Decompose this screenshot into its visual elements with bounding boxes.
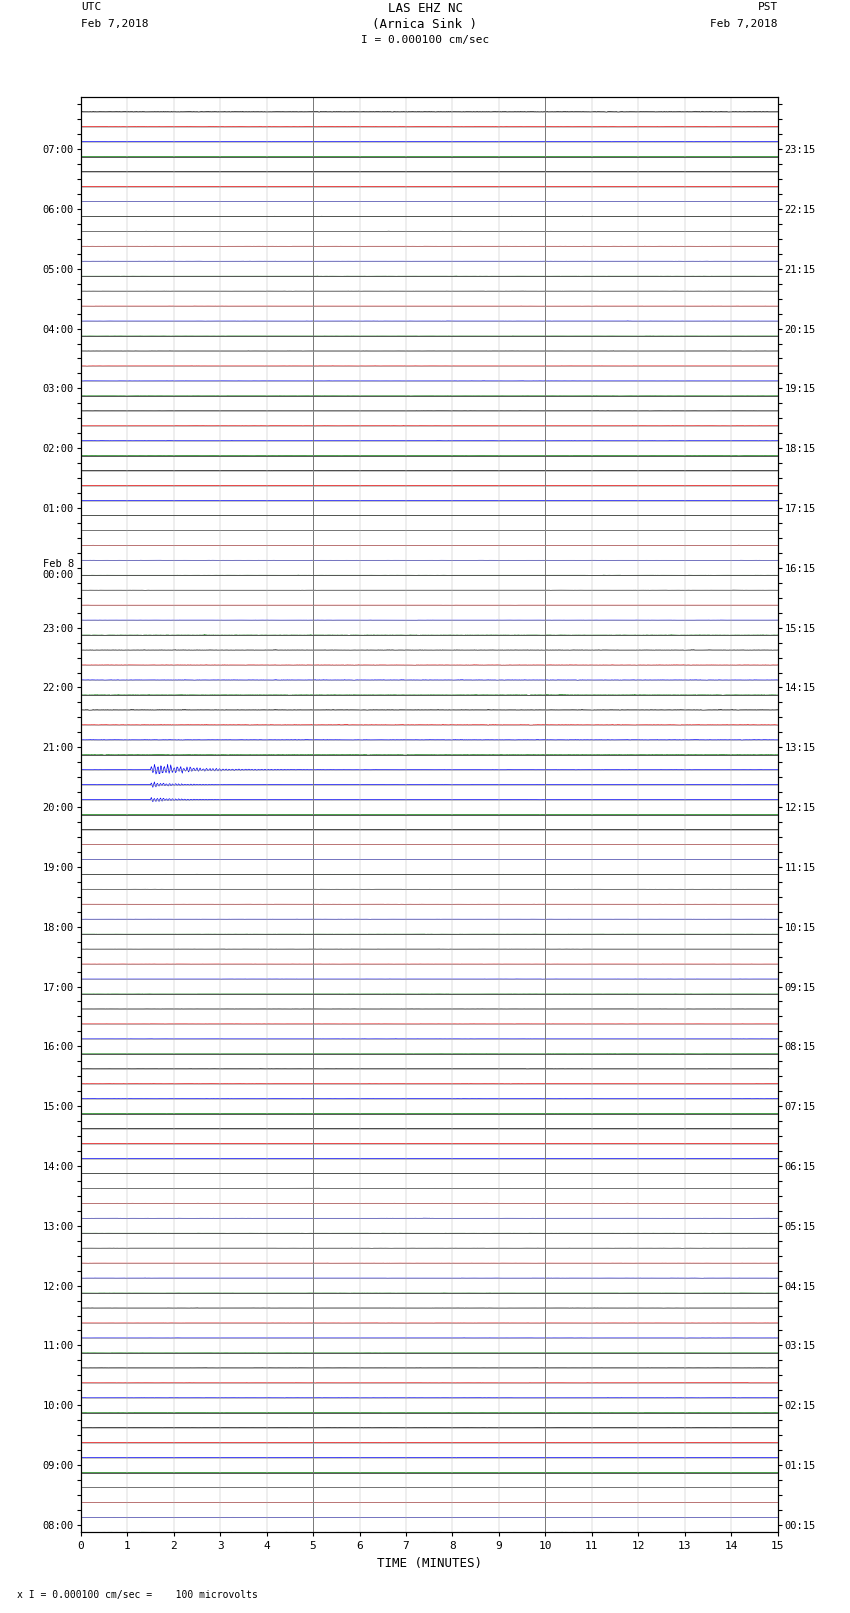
- Text: x I = 0.000100 cm/sec =    100 microvolts: x I = 0.000100 cm/sec = 100 microvolts: [17, 1590, 258, 1600]
- Text: LAS EHZ NC: LAS EHZ NC: [388, 2, 462, 15]
- Text: (Arnica Sink ): (Arnica Sink ): [372, 18, 478, 31]
- Text: Feb 7,2018: Feb 7,2018: [711, 19, 778, 29]
- Text: I = 0.000100 cm/sec: I = 0.000100 cm/sec: [361, 35, 489, 45]
- Text: PST: PST: [757, 2, 778, 11]
- Text: UTC: UTC: [81, 2, 101, 11]
- Text: Feb 7,2018: Feb 7,2018: [81, 19, 148, 29]
- X-axis label: TIME (MINUTES): TIME (MINUTES): [377, 1557, 482, 1569]
